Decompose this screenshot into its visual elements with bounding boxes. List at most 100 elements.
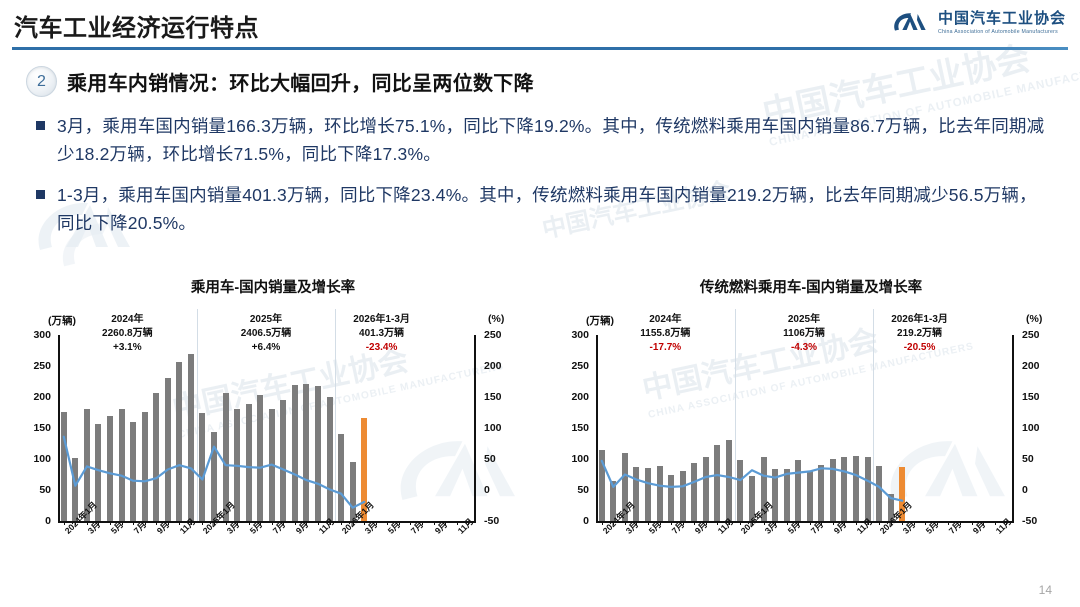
- header-divider: [12, 47, 1068, 50]
- x-axis-tick: [214, 521, 215, 525]
- x-axis-tick: [832, 521, 834, 525]
- bar-3月: [899, 467, 906, 521]
- bar-3月: [760, 456, 767, 521]
- annotation-line: 1106万辆: [783, 328, 825, 340]
- x-axis-tick: [190, 521, 192, 525]
- bar-2月: [748, 476, 755, 521]
- year-separator: [873, 309, 875, 521]
- annotation-line: -17.7%: [649, 342, 682, 354]
- x-axis-tick: [294, 521, 296, 525]
- x-axis-tick: [445, 521, 447, 525]
- chart-passenger-vehicle: 乘用车-国内销量及增长率 (万辆) (%) 300 250 200 150 100 50 0 25…: [14, 272, 532, 602]
- x-axis-tick: [613, 521, 615, 525]
- bar-6月: [257, 394, 264, 521]
- x-axis-tick: [86, 521, 88, 525]
- x-axis-tick: [225, 521, 227, 525]
- logo-text-en: China Association of Automobile Manufact…: [937, 29, 1058, 36]
- bar-10月: [164, 377, 171, 521]
- bar-2025年1月: [199, 412, 206, 521]
- chart-plot-area: (万辆) (%) 300 250 200 150 100 50 0 250 200 150 100 50 0…: [552, 297, 1070, 593]
- x-axis-tick: [422, 521, 423, 525]
- x-axis-tick: [248, 521, 250, 525]
- chart-title: 传统燃料乘用车-国内销量及增长率: [699, 280, 923, 296]
- bar-9月: [153, 393, 160, 521]
- x-axis-tick: [913, 521, 915, 525]
- bar-2025年1月: [737, 460, 744, 521]
- y-axis-tick-label: 200: [33, 391, 51, 403]
- bar-2024年1月: [598, 450, 605, 521]
- year-separator: [196, 309, 198, 521]
- caam-logo-icon: [891, 9, 931, 37]
- bar-8月: [679, 471, 686, 521]
- x-axis-tick: [237, 521, 239, 525]
- annotation-line: 401.3万辆: [359, 328, 405, 340]
- x-axis-tick: [456, 521, 458, 525]
- bar-9月: [829, 459, 836, 521]
- x-axis-tick: [318, 521, 319, 525]
- y-axis-tick-label: 250: [571, 360, 589, 372]
- chart-conventional-fuel-vehicle: 传统燃料乘用车-国内销量及增长率 (万辆) (%) 300 250 200 150 100 5…: [552, 272, 1070, 602]
- y2-axis-line: [474, 335, 476, 521]
- bar-5月: [644, 467, 651, 521]
- bullet-text: 3月，乘用车国内销量166.3万辆，环比增长75.1%，同比下降19.2%。其中…: [57, 116, 1045, 165]
- annotation-line: 2406.5万辆: [240, 328, 292, 340]
- bar-3月: [361, 417, 368, 521]
- x-axis-tick: [694, 521, 696, 525]
- y-axis-tick-label: 150: [33, 422, 51, 434]
- x-axis-tick: [983, 521, 985, 525]
- y-axis-line: [596, 335, 598, 521]
- y-axis-tick-label: 150: [571, 422, 589, 434]
- y2-axis-tick-label: 0: [484, 484, 490, 496]
- bar-12月: [187, 354, 194, 521]
- y2-axis-tick-label: 150: [1022, 391, 1040, 403]
- bar-8月: [818, 465, 825, 521]
- y-axis-line: [58, 335, 60, 521]
- x-axis-tick: [821, 521, 823, 525]
- x-axis-tick: [121, 521, 123, 525]
- bar-9月: [291, 385, 298, 521]
- x-axis-tick: [740, 521, 742, 525]
- y-axis-tick-label: 0: [45, 515, 51, 527]
- x-axis-tick: [260, 521, 262, 525]
- chart-annotation: 2024年 1155.8万辆 -17.7%: [607, 313, 723, 356]
- x-axis-tick: [271, 521, 273, 525]
- x-axis-tick: [960, 521, 961, 525]
- logo-text-cn: 中国汽车工业协会: [937, 9, 1066, 27]
- x-axis-tick: [925, 521, 927, 525]
- x-axis-tick: [202, 521, 204, 525]
- bar-7月: [130, 422, 137, 521]
- x-axis-tick: [682, 521, 684, 525]
- bar-3月: [222, 393, 229, 521]
- y2-axis-tick-label: 150: [484, 391, 502, 403]
- y2-axis-tick-label: 250: [484, 329, 502, 341]
- bar-10月: [303, 383, 310, 521]
- x-axis-tick: [98, 521, 100, 525]
- bullet-square-icon: [36, 121, 45, 130]
- y-axis-unit-label: (万辆): [586, 315, 614, 327]
- x-axis-tick: [659, 521, 661, 525]
- y2-axis-tick-label: 50: [1022, 453, 1034, 465]
- caam-logo: 中国汽车工业协会 China Association of Automobile…: [891, 9, 1066, 37]
- x-axis-tick: [167, 521, 169, 525]
- annotation-line: 1155.8万辆: [640, 328, 691, 340]
- bar-6月: [656, 465, 663, 521]
- x-axis-tick: [133, 521, 135, 525]
- y-axis-tick-label: 250: [33, 360, 51, 372]
- annotation-line: -23.4%: [365, 342, 398, 354]
- bar-6月: [118, 408, 125, 521]
- x-axis-tick: [705, 521, 707, 525]
- y-axis-tick-label: 200: [571, 391, 589, 403]
- x-axis-tick: [601, 521, 603, 525]
- bar-2月: [610, 481, 617, 521]
- y-axis-tick-label: 300: [571, 329, 589, 341]
- x-axis-tick: [752, 521, 753, 525]
- year-separator: [734, 309, 736, 521]
- annotation-line: -4.3%: [790, 342, 818, 354]
- x-axis-tick: [341, 521, 343, 525]
- y-axis-tick-label: 0: [583, 515, 589, 527]
- bullet-square-icon: [36, 189, 45, 199]
- y-axis-unit-label: (万辆): [48, 315, 76, 327]
- chart-annotation: 2025年 2406.5万辆 +6.4%: [208, 313, 324, 356]
- x-axis-tick: [636, 521, 638, 525]
- x-axis-tick: [936, 521, 938, 525]
